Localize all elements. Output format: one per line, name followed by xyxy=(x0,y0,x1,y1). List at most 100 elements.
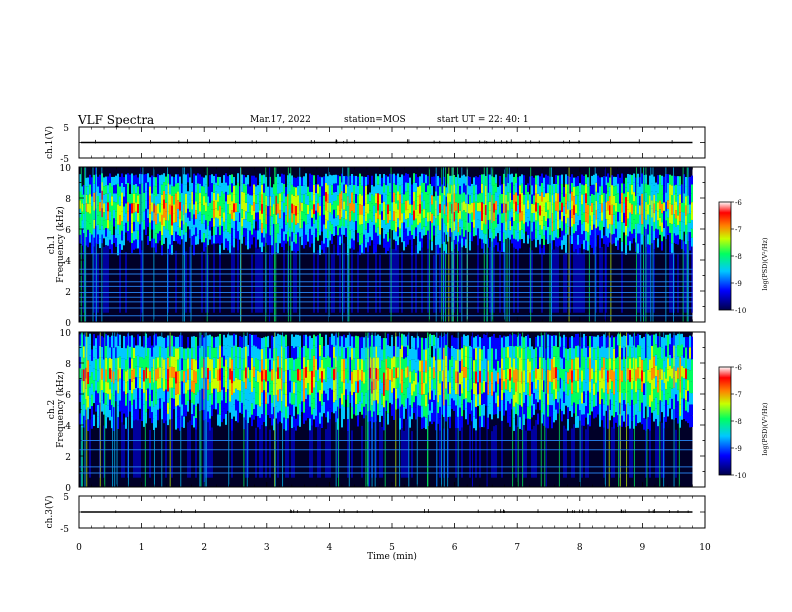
spectrogram-cell xyxy=(549,335,551,347)
spectrogram-cell xyxy=(297,414,299,426)
spectrogram-cell xyxy=(187,411,189,423)
spectrogram-cell xyxy=(115,211,117,221)
spectrogram-cell xyxy=(401,193,403,204)
spectrogram-cell xyxy=(323,214,325,225)
spectrogram-cell xyxy=(547,235,549,245)
spectrogram-cell xyxy=(415,384,417,397)
spectrogram-cell xyxy=(93,210,95,220)
spectrogram-cell xyxy=(429,239,431,249)
spectrogram-cell xyxy=(443,195,445,205)
spectrogram-cell xyxy=(193,416,195,428)
spectrogram-cell xyxy=(141,346,143,358)
spectrogram-cell xyxy=(283,394,285,406)
spectrogram-cell xyxy=(333,413,335,425)
spectrogram-cell xyxy=(397,245,399,313)
spectrogram-cell xyxy=(567,395,569,408)
spectrogram-cell xyxy=(419,371,421,384)
spectrogram-cell xyxy=(549,416,551,429)
spectrogram-cell xyxy=(259,383,261,395)
spectrogram-cell xyxy=(201,251,203,313)
spectrogram-cell xyxy=(369,201,371,211)
spectrogram-cell xyxy=(197,334,199,346)
spectrogram-cell xyxy=(415,218,417,228)
spectrogram-cell xyxy=(493,345,495,358)
spectrogram-cell xyxy=(329,357,331,368)
spectrogram-cell xyxy=(139,234,141,245)
spectrogram-cell xyxy=(129,174,131,185)
spectrogram-cell xyxy=(193,224,195,235)
spectrogram-cell xyxy=(117,204,119,215)
spectrogram-cell xyxy=(105,357,107,370)
spectrogram-cell xyxy=(313,204,315,215)
spectrogram-cell xyxy=(463,183,465,193)
spectrogram-cell xyxy=(179,193,181,203)
spectrogram-cell xyxy=(277,233,279,244)
spectrogram-cell xyxy=(113,359,115,372)
spectrogram-cell xyxy=(603,218,605,227)
spectrogram-cell xyxy=(561,337,563,349)
spectrogram-cell xyxy=(331,389,333,401)
spectrogram-cell xyxy=(361,370,363,382)
spectrogram-cell xyxy=(435,360,437,372)
spectrogram-cell xyxy=(119,176,121,187)
spectrogram-cell xyxy=(123,177,125,187)
spectrogram-cell xyxy=(459,202,461,211)
spectrogram-cell xyxy=(475,418,477,431)
spectrogram-cell xyxy=(265,370,267,382)
spectrogram-cell xyxy=(141,357,143,368)
spectrogram-cell xyxy=(363,196,365,206)
spectrogram-cell xyxy=(175,371,177,384)
spectrogram-cell xyxy=(233,177,235,186)
spectrogram-cell xyxy=(361,204,363,215)
spectrogram-cell xyxy=(305,388,307,400)
spectrogram-cell xyxy=(251,175,253,186)
spectrogram-cell xyxy=(387,232,389,242)
spectrogram-cell xyxy=(475,383,477,396)
spectrogram-cell xyxy=(175,193,177,203)
spectrogram-cell xyxy=(473,348,475,361)
spectrogram-cell xyxy=(631,233,633,244)
spectrogram-cell xyxy=(163,391,165,402)
spectrogram-cell xyxy=(505,203,507,213)
spectrogram-cell xyxy=(311,370,313,382)
spectrogram-cell xyxy=(139,346,141,357)
spectrogram-cell xyxy=(339,346,341,357)
spectrogram-cell xyxy=(531,370,533,382)
spectrogram-cell xyxy=(419,222,421,233)
spectrogram-cell xyxy=(383,229,385,239)
spectrogram-cell xyxy=(505,378,507,390)
spectrogram-cell xyxy=(339,408,341,419)
spectrogram-cell xyxy=(573,205,575,215)
spectrogram-cell xyxy=(655,182,657,192)
spectrogram-cell xyxy=(301,412,303,423)
spectrogram-cell xyxy=(297,241,299,251)
spectrogram-cell xyxy=(387,185,389,196)
spectrogram-cell xyxy=(195,371,197,384)
spectrogram-cell xyxy=(663,176,665,186)
spectrogram-cell xyxy=(589,205,591,216)
spectrogram-cell xyxy=(171,408,173,419)
spectrogram-cell xyxy=(393,335,395,346)
spectrogram-cell xyxy=(569,347,571,359)
spectrogram-cell xyxy=(97,244,99,254)
spectrogram-cell xyxy=(309,219,311,229)
spectrogram-cell xyxy=(155,415,157,428)
spectrogram-cell xyxy=(183,336,185,349)
spectrogram-cell xyxy=(337,418,339,430)
spectrogram-cell xyxy=(109,336,111,348)
spectrogram-cell xyxy=(103,403,105,415)
spectrogram-cell xyxy=(331,367,333,379)
spectrogram-cell xyxy=(281,357,283,369)
spectrogram-cell xyxy=(95,369,97,381)
spectrogram-cell xyxy=(197,213,199,225)
spectrogram-cell xyxy=(227,378,229,390)
spectrogram-cell xyxy=(311,217,313,227)
spectrogram-cell xyxy=(379,234,381,245)
spectrogram-cell xyxy=(579,247,581,313)
spectrogram-cell xyxy=(429,230,431,240)
spectrogram-cell xyxy=(143,370,145,382)
spectrogram-cell xyxy=(329,347,331,358)
spectrogram-cell xyxy=(493,212,495,222)
spectrogram-cell xyxy=(219,196,221,207)
spectrogram-cell xyxy=(179,382,181,395)
